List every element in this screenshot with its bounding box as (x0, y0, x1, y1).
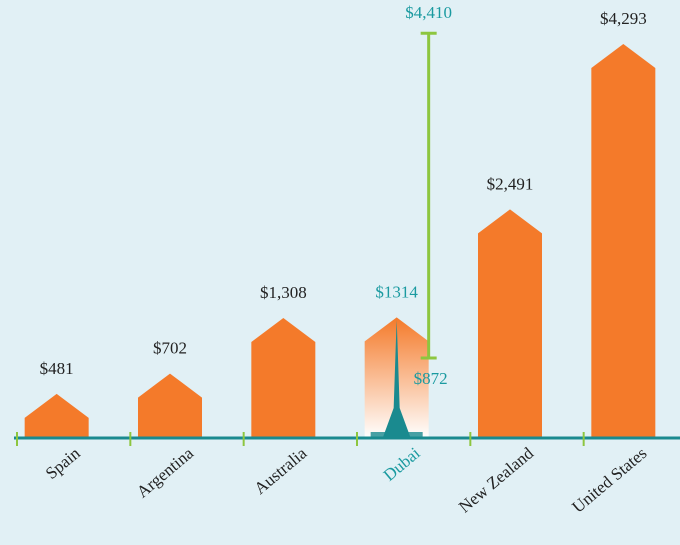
bar (478, 209, 542, 438)
tower-icon (370, 320, 423, 438)
value-label: $4,293 (600, 9, 647, 28)
bar (138, 373, 202, 438)
value-label: $1314 (375, 282, 418, 301)
tower-base (370, 432, 423, 438)
bar (251, 317, 316, 438)
x-tick-label: Dubai (380, 443, 424, 484)
range-label: $4,410 (405, 3, 452, 22)
x-tick-label: New Zealand (455, 443, 537, 516)
value-label: $702 (153, 338, 187, 357)
x-tick-label: Argentina (133, 443, 197, 501)
bar (24, 393, 89, 438)
tower (382, 320, 411, 438)
range-label: $872 (414, 369, 448, 388)
x-tick-label: Australia (250, 443, 310, 498)
value-label: $481 (40, 359, 74, 378)
bar (591, 43, 656, 439)
x-tick-label: Spain (42, 443, 84, 483)
x-tick-label: United States (568, 444, 650, 517)
value-label: $2,491 (487, 174, 534, 193)
value-label: $1,308 (260, 283, 307, 302)
